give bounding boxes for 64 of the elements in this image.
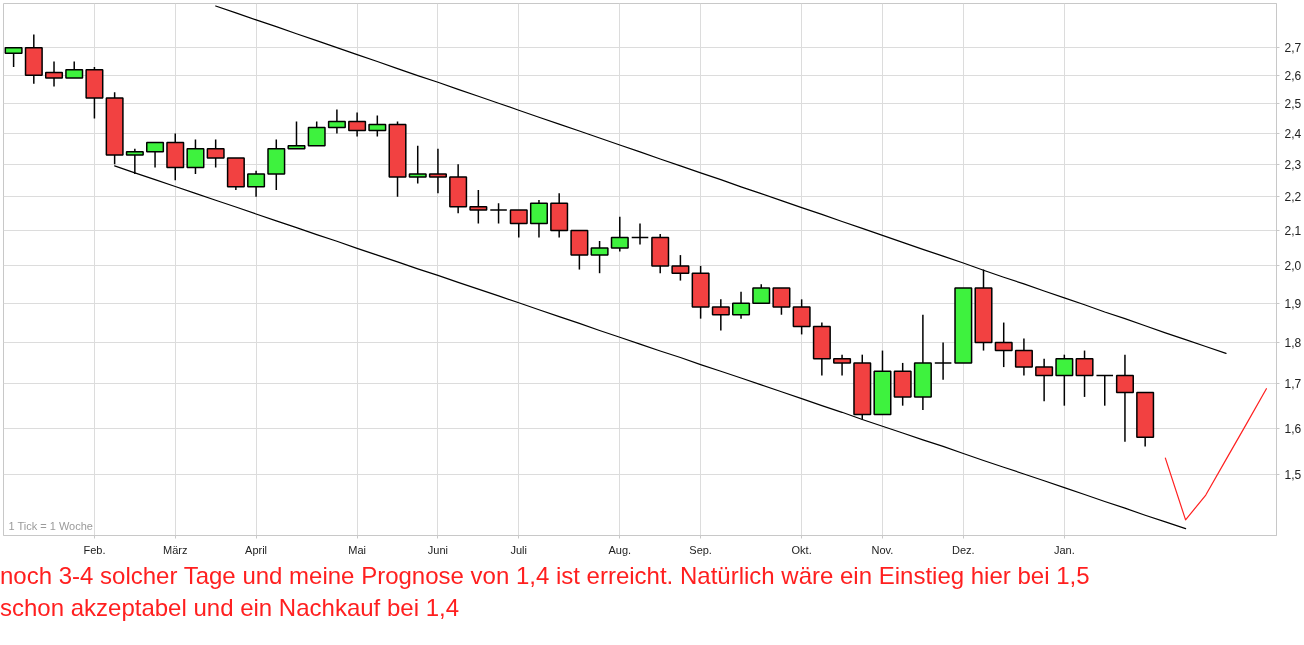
line-series — [1164, 388, 1267, 521]
candlestick — [792, 298, 811, 336]
y-tick-label: 2,0 — [1284, 259, 1302, 274]
candlestick — [307, 120, 326, 147]
x-tick-label: Feb. — [83, 543, 106, 556]
y-tick-label: 1,9 — [1284, 296, 1302, 311]
x-tick-label: Sep. — [689, 543, 712, 556]
y-tick-label: 2,5 — [1284, 97, 1302, 112]
candlestick — [44, 60, 64, 88]
candlestick — [287, 120, 306, 150]
candlestick — [1075, 349, 1094, 398]
candlestick — [1115, 353, 1134, 443]
text: noch 3-4 solcher Tage und meine Prognose von 1,4 ist erreicht. Natürlich wäre ein Einstieg hier bei 1,5 schon akzeptabel und ein Nachkauf bei 1,4 — [0, 561, 1091, 623]
candlestick — [1055, 353, 1074, 407]
candlestick — [772, 287, 791, 316]
y-tick-label: 1,8 — [1284, 335, 1302, 350]
candlestick — [630, 222, 650, 246]
annotation: 1 Tick = 1 Woche — [8, 519, 93, 532]
candlestick — [732, 291, 751, 320]
y-tick-label: 2,3 — [1284, 157, 1302, 172]
candlestick — [752, 283, 771, 304]
candlestick — [348, 111, 367, 138]
x-tick-label: Dez. — [951, 543, 975, 556]
y-tick-label: 2,4 — [1284, 126, 1302, 141]
candlestick — [529, 199, 548, 239]
x-tick-label: Aug. — [608, 543, 632, 556]
candlestick — [4, 47, 23, 68]
candlestick — [186, 138, 205, 175]
y-tick-label: 1,6 — [1284, 421, 1302, 436]
candlestick — [408, 144, 427, 185]
x-tick-label: Juni — [427, 543, 449, 556]
candlestick — [509, 209, 528, 239]
candlestick — [247, 169, 266, 198]
candlestick — [610, 216, 629, 253]
x-tick-label: Mai — [348, 543, 366, 556]
x-tick-label: April — [245, 543, 268, 556]
x-tick-label: März — [163, 543, 188, 556]
candlestick — [590, 240, 609, 274]
x-tick-label: Okt. — [791, 543, 812, 556]
candlestick — [1035, 358, 1054, 403]
y-tick-label: 1,7 — [1284, 377, 1302, 392]
candlestick — [833, 353, 852, 377]
y-tick-label: 2,2 — [1284, 190, 1302, 205]
x-tick-label: Juli — [510, 543, 528, 556]
candlestick — [934, 341, 953, 381]
x-tick-label: Nov. — [871, 543, 894, 556]
candlestick — [1095, 374, 1114, 407]
candlestick — [206, 138, 225, 169]
line-series — [215, 5, 1227, 355]
candlestick — [428, 147, 447, 195]
candlestick — [994, 321, 1013, 368]
candlestick — [327, 108, 346, 135]
candlestick — [368, 114, 387, 138]
y-tick-label: 2,7 — [1284, 41, 1302, 56]
candlestick — [1014, 337, 1033, 377]
y-tick-label: 1,5 — [1284, 468, 1302, 483]
candlestick — [489, 202, 508, 225]
candlestick — [146, 141, 165, 169]
y-tick-label: 2,1 — [1284, 223, 1302, 238]
y-tick-label: 2,6 — [1284, 68, 1302, 83]
candlestick — [469, 189, 488, 225]
x-tick-label: Jan. — [1053, 543, 1075, 556]
candlestick — [711, 298, 730, 332]
candlestick — [671, 254, 690, 282]
